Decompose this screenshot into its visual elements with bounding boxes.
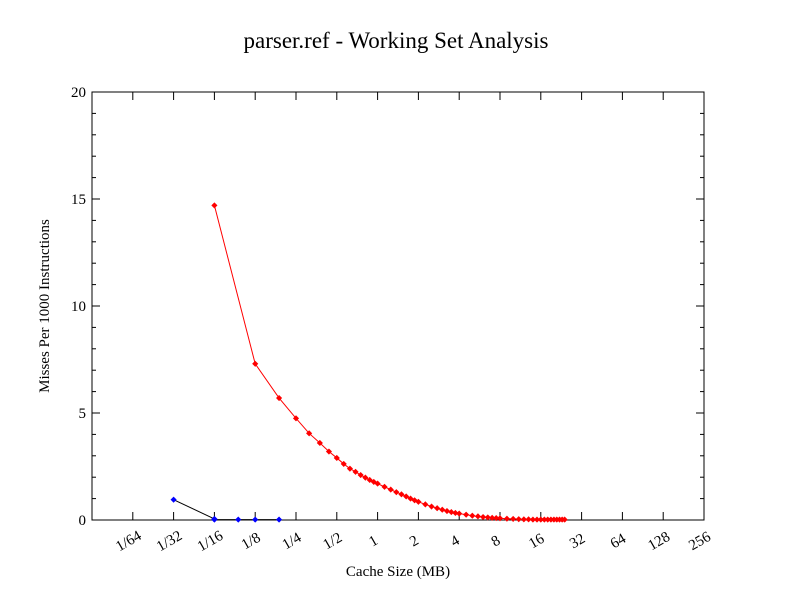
series-1-point [407, 495, 414, 502]
series-1-point [510, 515, 517, 522]
series-0-point [252, 516, 259, 523]
series-0-point [276, 516, 283, 523]
series-1-point [469, 512, 476, 519]
series-1-point [325, 448, 333, 455]
x-tick-label: 128 [645, 529, 672, 554]
y-tick-label: 20 [71, 85, 86, 101]
series-1-point [503, 515, 510, 522]
series-1-point [340, 460, 347, 467]
series-1-point [352, 468, 359, 475]
series-1-point [398, 491, 405, 498]
y-tick-label: 10 [71, 299, 86, 315]
series-1-point [306, 430, 313, 437]
x-tick-label: 1 [366, 533, 380, 551]
series-1-point [393, 489, 400, 496]
x-tick-label: 1/8 [239, 530, 264, 553]
x-tick-label: 256 [686, 529, 714, 554]
x-tick-label: 2 [407, 533, 421, 551]
series-1-point [480, 513, 487, 521]
series-1-point [439, 506, 446, 513]
x-axis-label: Cache Size (MB) [346, 564, 450, 580]
x-tick-label: 1/4 [280, 530, 305, 554]
series-1-point [374, 480, 381, 487]
series-1-point [463, 511, 470, 518]
plot-frame [91, 91, 705, 521]
x-tick-label: 32 [567, 531, 588, 552]
x-tick-label: 1/64 [113, 528, 145, 555]
series-1-point [434, 505, 441, 512]
series-1-point [357, 471, 364, 479]
series-1-point [403, 493, 410, 500]
series-1-point [456, 510, 463, 517]
series-1-point [443, 507, 451, 515]
y-tick-label: 5 [79, 406, 87, 422]
series-1-point [387, 486, 394, 493]
y-tick-label: 0 [79, 513, 87, 529]
x-tick-label: 4 [448, 532, 463, 550]
series-0-point [170, 496, 177, 503]
series-1-point [276, 394, 283, 402]
series-1-point [422, 501, 429, 508]
series-1-point [292, 415, 300, 422]
series-1-point [515, 516, 522, 523]
series-0-point [211, 516, 218, 523]
series-1-point [316, 439, 323, 447]
y-axis-label: Misses Per 1000 Instructions [37, 219, 53, 393]
series-1-point [496, 515, 504, 522]
series-layer [170, 202, 568, 523]
series-1-point [211, 202, 218, 209]
chart-title: parser.ref - Working Set Analysis [243, 28, 549, 53]
series-1-point [561, 516, 568, 523]
x-tick-label: 64 [608, 531, 629, 553]
series-1-point [333, 454, 340, 462]
x-tick-label: 1/32 [154, 528, 185, 555]
x-tick-label: 1/2 [320, 530, 345, 553]
y-tick-label: 15 [71, 192, 86, 208]
series-line-1 [213, 205, 565, 521]
series-1-point [415, 498, 422, 505]
series-1-point [381, 483, 388, 490]
y-axis-ticks: 0 5 10 15 20 [71, 85, 704, 529]
series-1-point [362, 474, 369, 481]
x-tick-label: 8 [489, 533, 503, 551]
series-0-point [235, 516, 242, 523]
series-1-point [252, 360, 259, 367]
series-line-0 [173, 499, 280, 521]
x-tick-label: 16 [526, 531, 547, 553]
series-1-point [448, 509, 455, 516]
x-tick-label: 1/16 [195, 528, 227, 555]
series-1-point [474, 513, 482, 520]
series-1-point [346, 465, 354, 472]
series-1-point [366, 476, 373, 484]
series-1-point [428, 503, 435, 510]
x-axis-ticks: 1/64 1/32 1/16 1/8 1/4 1/2 1 2 4 8 16 32 64 128 256 [113, 92, 714, 555]
